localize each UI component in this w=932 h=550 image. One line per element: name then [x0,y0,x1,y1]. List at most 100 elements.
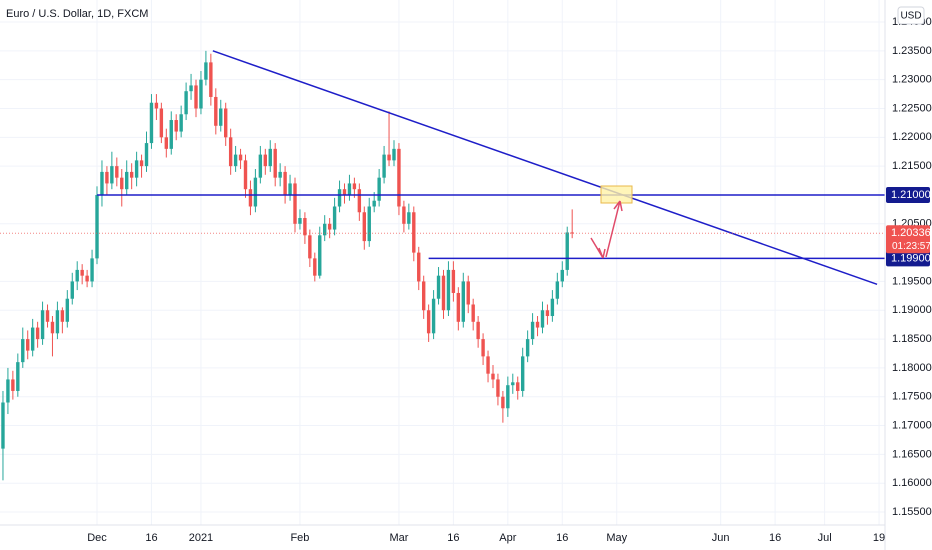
candle-body [90,258,94,282]
candle-body [451,269,456,293]
candle-body [337,189,342,207]
drawn-arrow-down [590,237,606,259]
y-tick-label: 1.15500 [892,506,932,518]
y-tick-label: 1.19000 [892,304,932,316]
candle-body [179,114,183,132]
candle-body [402,206,406,224]
candle-body [565,232,569,270]
candle-body [159,108,164,138]
candle-body [303,218,307,236]
candle-body [243,160,248,190]
candle-body [421,281,426,311]
last-price-label: 1.20336 [891,227,931,239]
candle-body [501,396,505,409]
candle-body [387,154,391,161]
candle-body [224,108,228,138]
last-price-tag [886,225,930,254]
x-tick-label: Mar [389,532,408,544]
candle-body [313,258,317,276]
candle-body [228,137,233,167]
candle-body [233,154,238,167]
candle-body [332,206,337,230]
candle-body [263,154,268,167]
candle-body [382,154,386,178]
candle-body [26,339,30,351]
candle-body [16,362,20,391]
candle-body [100,171,104,195]
candle-body [555,281,560,299]
candle-body [456,292,461,322]
candle-body [525,339,530,357]
candle-body [520,356,525,391]
candle-body [550,298,555,317]
candle-body [471,304,475,322]
y-tick-label: 1.16000 [892,477,932,489]
candle-body [318,235,322,276]
y-tick-label: 1.17500 [892,391,932,403]
candle-body [308,235,312,259]
x-tick-label: Apr [499,532,516,544]
candle-body [65,298,70,322]
candle-body [169,120,173,149]
candle-body [248,189,253,207]
x-tick-label: 16 [447,532,459,544]
candle-body [45,310,50,322]
candle-body [174,120,178,132]
candle-body [40,310,45,340]
plot [0,50,885,481]
y-tick-label: 1.19500 [892,275,932,287]
candle-body [322,223,327,236]
currency-label[interactable]: USD [900,11,921,22]
candle-body [342,189,347,195]
candle-body [278,171,282,178]
candle-body [273,148,277,178]
candle-body [347,183,352,195]
candle-body [436,275,441,299]
candle-body [293,183,297,224]
x-tick-label: Feb [290,532,309,544]
candle-body [75,269,79,282]
candle-body [199,79,203,109]
candle-body [50,321,55,334]
candle-body [1,402,5,449]
candle-body [70,281,74,299]
candle-body [372,200,376,207]
chart-title: Euro / U.S. Dollar, 1D, FXCM [6,8,148,20]
candle-body [496,379,500,397]
candle-body [397,148,401,207]
y-tick-label: 1.18500 [892,333,932,345]
candle-body [412,212,416,253]
candle-body [407,212,411,224]
candle-body [214,96,218,126]
candle-body [35,327,40,340]
candle-body [441,275,446,311]
candle-body [238,154,243,161]
candle-body [446,269,451,311]
candle-body [288,183,292,195]
currency-button[interactable] [897,6,925,25]
candle-body [30,327,35,351]
y-tick-label: 1.23000 [892,74,932,86]
candle-body [154,102,159,109]
candle-body [298,218,302,224]
x-tick-label: Dec [87,532,107,544]
candle-body [560,269,564,282]
drawn-arrow-up [605,200,623,258]
candle-body [426,310,431,334]
trendline [212,50,878,286]
candle-body [476,321,480,340]
candle-body [540,310,545,328]
candle-body [357,189,362,213]
candle-body [129,171,134,178]
y-tick-label: 1.21500 [892,160,932,172]
x-tick-label: Jul [818,532,832,544]
candle-body [392,148,396,161]
candle-body [134,160,139,178]
y-tick-label: 1.16500 [892,448,932,460]
candle-body [184,91,188,115]
candle-body [268,148,272,167]
candle-body [60,310,65,322]
candle-body [139,160,144,167]
